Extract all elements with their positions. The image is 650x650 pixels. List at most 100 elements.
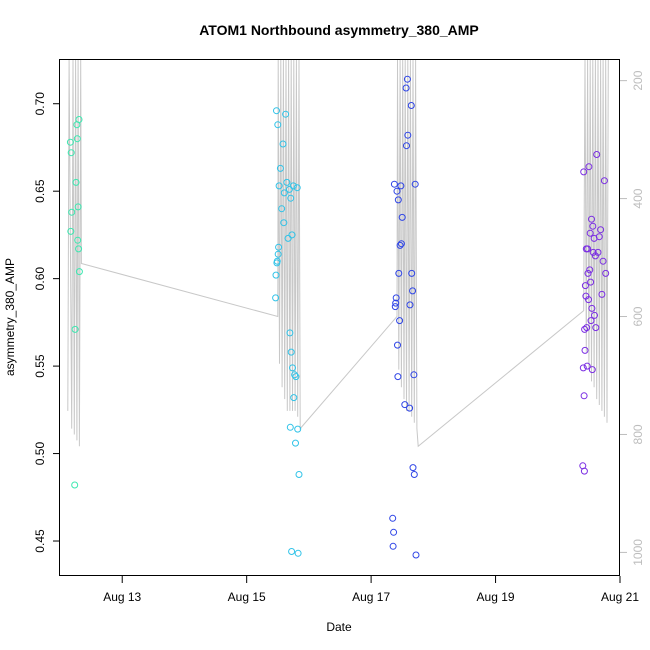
- plot-frame: [59, 59, 620, 576]
- data-point: [284, 234, 292, 242]
- data-point: [585, 163, 593, 171]
- data-point: [66, 138, 74, 146]
- x-tick-label: Aug 19: [477, 590, 515, 604]
- y-tick-label: 0.65: [33, 179, 47, 203]
- y-tick-label: 0.60: [33, 267, 47, 291]
- data-point: [581, 282, 589, 290]
- data-point: [586, 266, 594, 274]
- data-point: [581, 325, 589, 333]
- data-point: [396, 317, 404, 325]
- data-point: [75, 116, 83, 123]
- data-point: [390, 180, 398, 188]
- data-point: [589, 222, 597, 230]
- data-point: [290, 394, 298, 402]
- data-point: [406, 301, 414, 309]
- data-point: [407, 102, 415, 109]
- x-tick-label: Aug 13: [103, 590, 141, 604]
- data-point: [274, 250, 282, 258]
- data-point: [67, 227, 75, 235]
- data-point: [67, 149, 75, 157]
- secondary-series-layer: [67, 59, 609, 448]
- data-point: [580, 467, 588, 475]
- data-point: [392, 294, 400, 302]
- data-point: [397, 240, 405, 248]
- right-axis: 200 400 600 800 1000: [620, 70, 645, 566]
- data-point: [292, 439, 299, 447]
- data-point: [585, 296, 592, 304]
- data-point: [72, 178, 80, 186]
- data-point: [280, 189, 288, 197]
- data-point: [587, 317, 595, 325]
- data-point: [398, 213, 406, 221]
- data-point: [294, 549, 302, 557]
- data-point: [588, 366, 596, 374]
- data-point: [275, 182, 283, 190]
- data-point: [294, 425, 302, 433]
- data-point: [395, 269, 403, 277]
- data-point: [71, 481, 79, 489]
- data-point: [279, 140, 287, 148]
- data-point: [75, 268, 83, 276]
- data-point: [591, 311, 598, 319]
- data-point: [289, 182, 297, 190]
- data-point: [397, 182, 405, 190]
- data-point: [75, 245, 83, 253]
- y-tick-label: 0.55: [33, 354, 47, 378]
- y2-tick-label: 600: [631, 306, 645, 326]
- data-point: [280, 219, 288, 227]
- y2-tick-label: 400: [631, 188, 645, 208]
- data-point: [394, 196, 402, 204]
- data-point: [287, 348, 295, 356]
- data-point: [394, 341, 401, 349]
- data-point: [401, 401, 409, 409]
- data-point: [586, 229, 594, 237]
- data-point: [289, 364, 296, 372]
- y-tick-label: 0.45: [33, 529, 47, 553]
- data-point: [600, 177, 608, 185]
- data-point: [272, 294, 280, 302]
- data-point: [288, 231, 296, 239]
- data-point: [598, 290, 606, 298]
- data-point: [389, 514, 397, 522]
- data-point: [73, 135, 81, 143]
- x-tick-label: Aug 17: [352, 590, 390, 604]
- x-tick-label: Aug 21: [601, 590, 639, 604]
- data-point: [285, 185, 293, 193]
- data-point: [291, 371, 299, 379]
- secondary-series-line: [67, 59, 609, 448]
- y2-tick-label: 200: [631, 70, 645, 90]
- data-point: [393, 187, 401, 195]
- data-point: [394, 373, 402, 381]
- data-point: [579, 364, 587, 372]
- data-point: [389, 542, 397, 550]
- data-point: [286, 423, 294, 431]
- data-point: [584, 269, 592, 277]
- data-point: [71, 325, 79, 333]
- data-point: [588, 215, 595, 223]
- y-axis: 0.45 0.50 0.55 0.60 0.65 0.70: [33, 92, 60, 553]
- data-point: [580, 168, 588, 176]
- data-point: [74, 236, 82, 244]
- y-tick-label: 0.70: [33, 92, 47, 116]
- data-point: [74, 203, 82, 211]
- y2-tick-label: 1000: [631, 539, 645, 566]
- data-point: [272, 271, 280, 279]
- data-point: [587, 278, 595, 286]
- data-point: [68, 208, 76, 216]
- y2-tick-label: 800: [631, 424, 645, 444]
- x-axis: Aug 13 Aug 15 Aug 17 Aug 19 Aug 21: [103, 576, 639, 604]
- data-point: [396, 241, 404, 249]
- data-point: [592, 324, 600, 332]
- data-point: [406, 404, 414, 412]
- data-point: [584, 245, 592, 253]
- chart-title: ATOM1 Northbound asymmetry_380_AMP: [199, 22, 479, 38]
- data-point: [411, 180, 419, 188]
- data-point: [295, 471, 303, 478]
- y-axis-label: asymmetry_380_AMP: [3, 258, 17, 376]
- data-point: [410, 371, 418, 379]
- data-point: [273, 259, 281, 267]
- data-point: [402, 84, 410, 92]
- data-point: [283, 178, 291, 186]
- data-point: [273, 107, 280, 115]
